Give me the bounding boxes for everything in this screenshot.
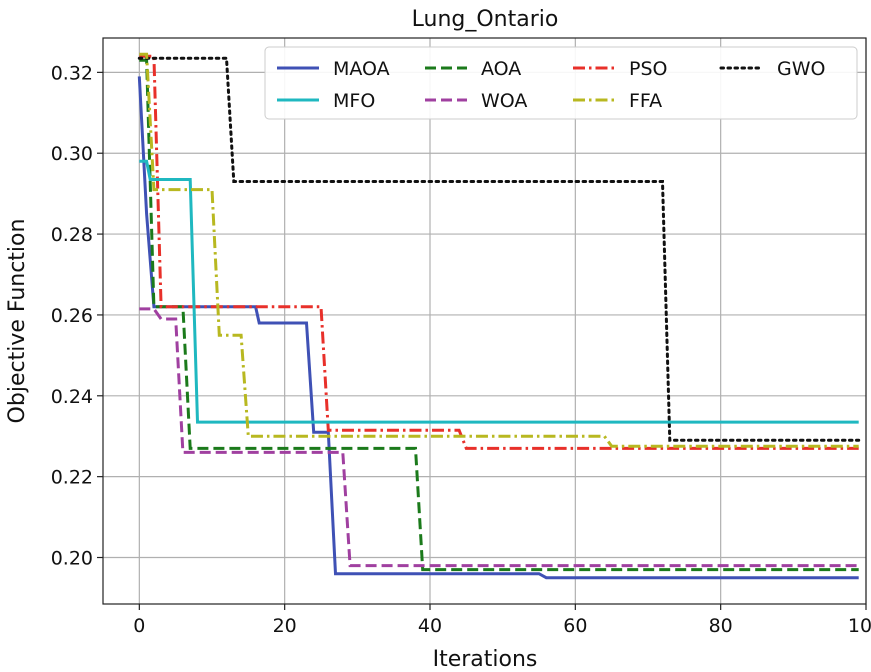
y-tick-label: 0.30 (51, 143, 93, 165)
plot-series (137, 52, 861, 580)
y-tick-label: 0.32 (51, 62, 93, 84)
legend: MAOA AOA PSO GWO MFO WOA FFA (264, 46, 858, 120)
x-tick-label: 100 (848, 615, 871, 637)
series-line-pso (139, 54, 859, 450)
legend-label-pso: PSO (629, 58, 667, 80)
x-axis-label: Iterations (433, 647, 538, 672)
y-tick-label: 0.20 (51, 548, 93, 570)
y-tick-label: 0.26 (51, 305, 93, 327)
x-tick-label: 60 (563, 615, 587, 637)
legend-box (264, 46, 858, 120)
x-tick-label: 80 (709, 615, 733, 637)
y-tick-label: 0.28 (51, 224, 93, 246)
legend-label-maoa: MAOA (333, 58, 390, 80)
y-tick-label: 0.24 (51, 386, 93, 408)
plot-frame (102, 37, 867, 605)
y-tick-label: 0.22 (51, 467, 93, 489)
series-line-gwo (137, 56, 861, 442)
legend-label-ffa: FFA (629, 90, 662, 112)
legend-label-gwo: GWO (777, 58, 825, 80)
series-line-woa (139, 307, 859, 568)
chart-title: Lung_Ontario (412, 7, 559, 32)
series-line-maoa (137, 76, 859, 580)
x-tick-label: 40 (418, 615, 442, 637)
legend-label-woa: WOA (481, 90, 527, 112)
x-tick-label: 0 (133, 615, 145, 637)
series-line-mfo (139, 159, 859, 424)
y-axis-label: Objective Function (5, 219, 30, 424)
legend-label-aoa: AOA (481, 58, 521, 80)
axis-ticks: 0 20 40 60 80 100 0.20 0.22 0.24 0.26 0.28 0.30 0.32 (51, 62, 871, 637)
legend-label-mfo: MFO (333, 90, 375, 112)
series-line-ffa (139, 52, 859, 448)
x-tick-label: 20 (273, 615, 297, 637)
